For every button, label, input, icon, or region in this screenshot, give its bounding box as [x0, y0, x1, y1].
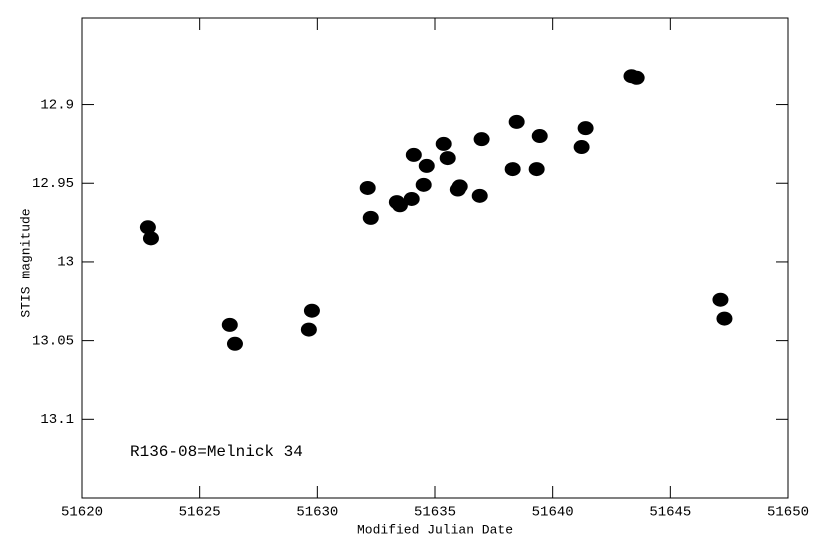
point: [451, 179, 468, 194]
point: [391, 198, 408, 213]
point: [473, 132, 490, 147]
point: [439, 151, 456, 166]
plot-frame: [81, 17, 789, 499]
x-tick-label: 51620: [61, 505, 103, 521]
point: [415, 177, 432, 192]
x-tick-label: 51650: [767, 505, 809, 521]
point: [577, 121, 594, 136]
point: [418, 158, 435, 173]
point: [139, 220, 156, 235]
y-axis-label: STIS magnitude: [18, 208, 33, 317]
point: [362, 210, 379, 225]
point: [628, 70, 645, 85]
y-tick-label: 13: [57, 255, 74, 271]
point: [508, 114, 525, 129]
point: [403, 191, 420, 206]
y-tick-label: 13.1: [40, 412, 74, 428]
point: [504, 162, 521, 177]
point: [435, 136, 452, 151]
point: [303, 303, 320, 318]
y-tick-label: 12.9: [40, 97, 74, 113]
point: [716, 311, 733, 326]
x-tick-label: 51625: [179, 505, 221, 521]
x-tick-label: 51645: [649, 505, 691, 521]
y-tick-label: 12.95: [32, 176, 74, 192]
annotation: R136-08=Melnick 34: [130, 443, 303, 461]
point: [359, 180, 376, 195]
point: [226, 336, 243, 351]
point: [142, 231, 159, 246]
point: [405, 147, 422, 162]
x-tick-label: 51640: [532, 505, 574, 521]
x-axis-label: Modified Julian Date: [357, 522, 513, 537]
x-tick-label: 51635: [414, 505, 456, 521]
point: [712, 292, 729, 307]
y-tick-label: 13.05: [32, 333, 74, 349]
point: [528, 162, 545, 177]
point: [531, 129, 548, 144]
point: [471, 188, 488, 203]
point: [573, 140, 590, 155]
point: [221, 317, 238, 332]
x-tick-label: 51630: [296, 505, 338, 521]
point: [300, 322, 317, 337]
